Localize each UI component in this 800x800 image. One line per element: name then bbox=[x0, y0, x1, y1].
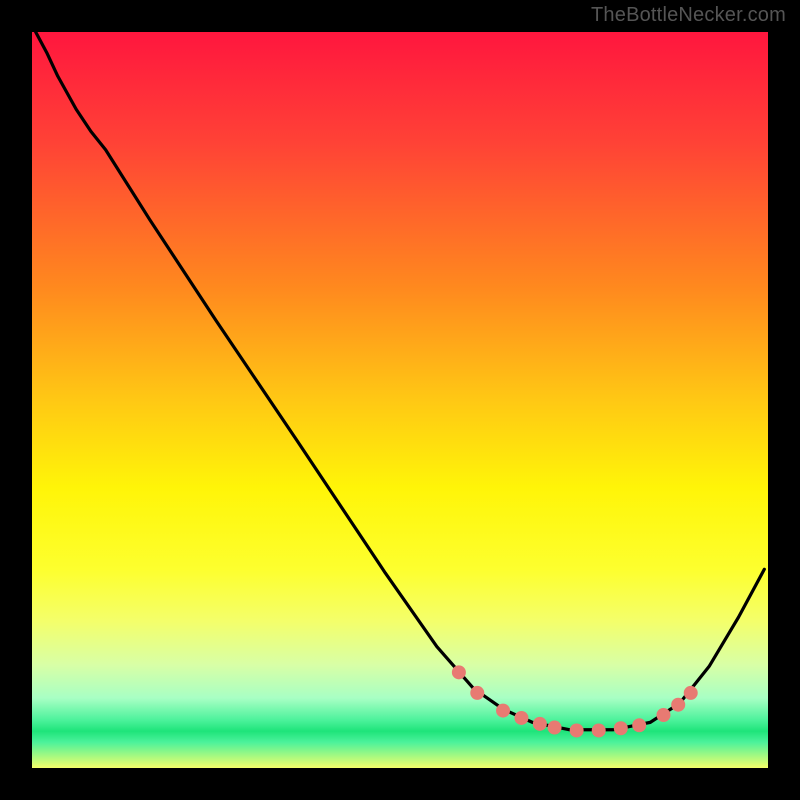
watermark-text: TheBottleNecker.com bbox=[591, 4, 786, 27]
curve-marker bbox=[684, 686, 698, 700]
chart-stage: TheBottleNecker.com bbox=[0, 0, 800, 800]
curve-marker bbox=[632, 718, 646, 732]
curve-marker bbox=[514, 711, 528, 725]
curve-marker bbox=[570, 723, 584, 737]
curve-marker bbox=[452, 665, 466, 679]
curve-marker bbox=[614, 721, 628, 735]
curve-marker bbox=[496, 704, 510, 718]
curve-marker bbox=[592, 723, 606, 737]
curve-marker bbox=[656, 708, 670, 722]
curve-marker bbox=[548, 721, 562, 735]
curve-marker bbox=[533, 717, 547, 731]
curve-marker bbox=[470, 686, 484, 700]
bottleneck-chart bbox=[0, 0, 800, 800]
plot-background bbox=[32, 32, 768, 768]
curve-marker bbox=[671, 698, 685, 712]
